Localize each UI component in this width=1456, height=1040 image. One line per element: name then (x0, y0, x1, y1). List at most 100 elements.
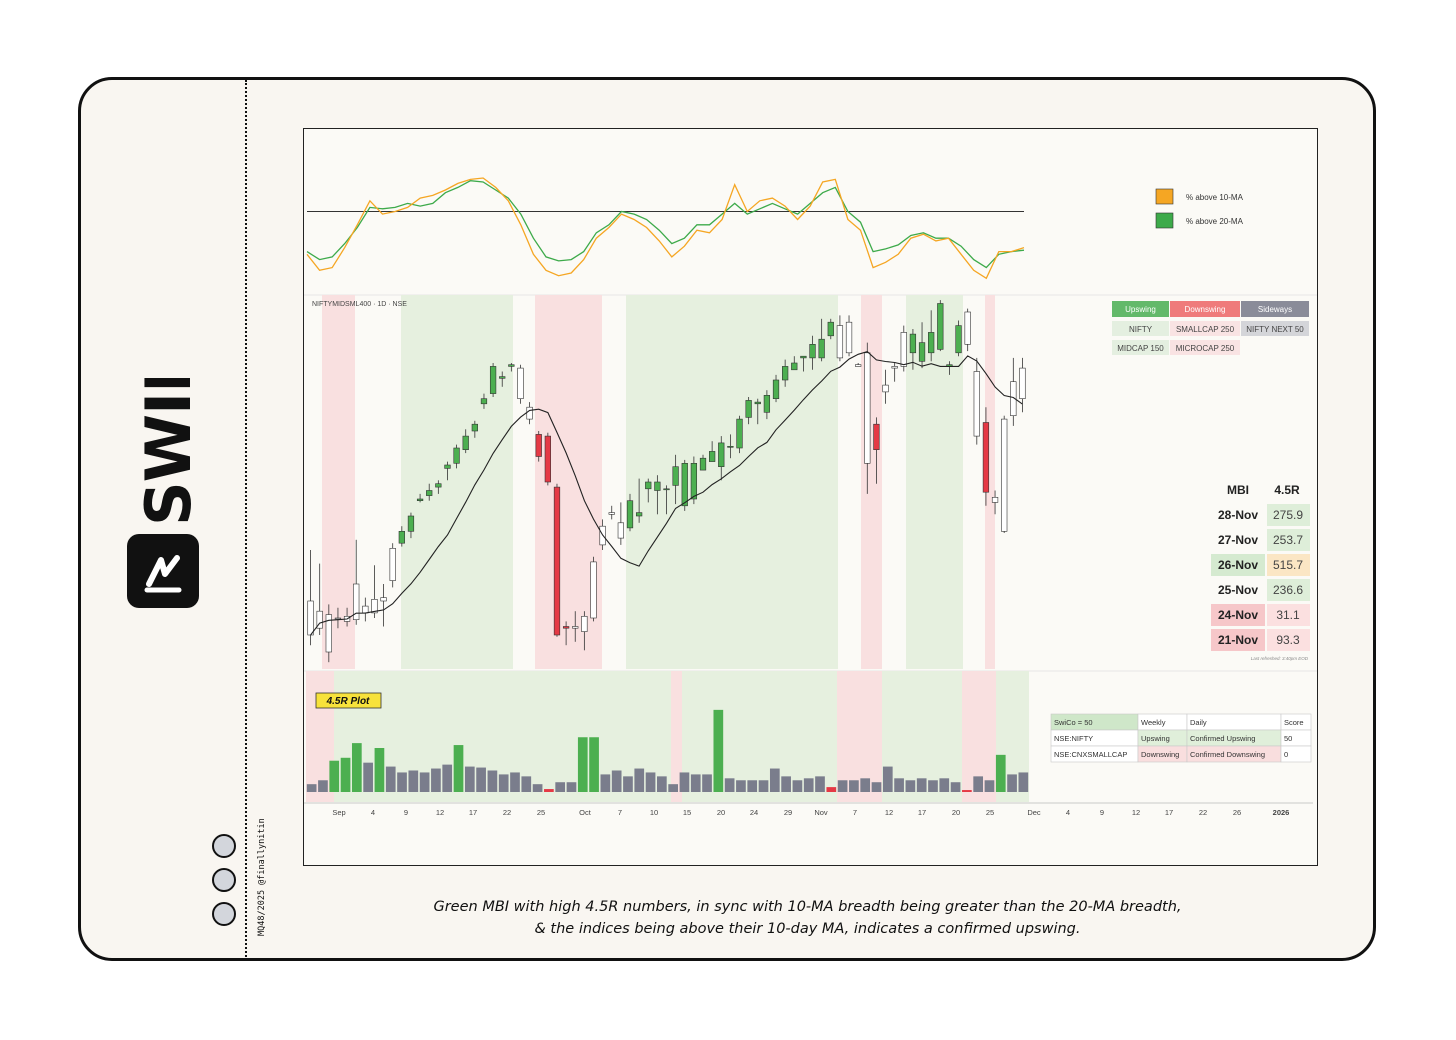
candle-body (426, 490, 433, 496)
r45-bar (521, 776, 532, 792)
mbi-header-date: MBI (1227, 483, 1249, 497)
r45-bar (747, 780, 758, 792)
x-tick-label: Sep (332, 808, 345, 817)
candle-body (672, 466, 679, 486)
r45-bar (837, 780, 848, 792)
r45-bar (849, 780, 859, 792)
plot-band-3 (671, 671, 682, 802)
candle-body (626, 500, 634, 529)
candle-body (928, 332, 935, 354)
mbi-date-cell (1211, 604, 1265, 626)
r45-bar (1018, 772, 1029, 792)
x-tick-label: 22 (503, 808, 511, 817)
candle-body (818, 338, 825, 359)
r45-bar (363, 762, 373, 792)
mbi-value-cell (1267, 504, 1310, 526)
mbi-date: 21-Nov (1218, 633, 1258, 647)
credit-text: MQ48/2025 @finallynitin (257, 818, 267, 936)
swing-header-label-2: Sideways (1258, 305, 1292, 314)
r45-bar (690, 774, 701, 792)
r45-bar (679, 772, 690, 792)
legend-swatch-1 (1155, 212, 1174, 229)
r45-bar (905, 780, 916, 792)
candle-body (718, 442, 725, 467)
candle-body (416, 498, 424, 501)
candle-body (471, 423, 478, 432)
swing-cell (1170, 321, 1240, 336)
r45-bar (950, 782, 961, 792)
r45-bar (882, 766, 893, 792)
swico-cell-label: NSE:CNXSMALLCAP (1054, 750, 1127, 759)
plot-title: 4.5R Plot (326, 696, 370, 707)
r45-bar (566, 782, 577, 792)
candle-body (307, 600, 314, 636)
x-tick-label: 12 (436, 808, 444, 817)
candle-body (380, 597, 387, 602)
r45-bar (645, 772, 656, 792)
r45-bar (984, 780, 995, 792)
swico-cell-label: NSE:NIFTY (1054, 734, 1093, 743)
candle-body (918, 342, 926, 362)
mbi-value-cell (1267, 579, 1310, 601)
candle-body (836, 325, 844, 359)
x-tick-label: 24 (750, 808, 758, 817)
r45-bar (826, 787, 837, 792)
swico-cell-label: Confirmed Upswing (1190, 734, 1255, 743)
r45-bar (555, 782, 566, 792)
mbi-value: 275.9 (1273, 508, 1303, 522)
r45-bar (306, 784, 317, 792)
candle-body (617, 522, 624, 539)
x-tick-label: Dec (1027, 808, 1041, 817)
r45-bar (600, 774, 611, 792)
r45-bar (329, 760, 340, 792)
candle-body (964, 311, 971, 345)
brand-logo-icon (127, 534, 199, 608)
mbi-date: 25-Nov (1218, 583, 1258, 597)
symbol-label: NIFTYMIDSML400 · 1D · NSE (312, 301, 407, 308)
r45-bar (758, 780, 769, 792)
swing-header-2 (1241, 301, 1309, 317)
mbi-value: 253.7 (1273, 533, 1303, 547)
r45-bar (385, 766, 396, 792)
candle-body (864, 352, 871, 464)
candle-body (362, 605, 369, 614)
candle-body (581, 615, 588, 632)
brand-name: SWING (132, 378, 205, 526)
x-tick-label: 2026 (1273, 808, 1290, 817)
mbi-date: 26-Nov (1218, 558, 1258, 572)
r45-bar (464, 766, 475, 792)
r45-bar (340, 757, 351, 792)
candle-body (855, 364, 862, 367)
candle-body (562, 626, 570, 629)
credit-label: MQ48/2025 @finallynitin (257, 818, 267, 936)
r45-bar (374, 748, 385, 792)
x-tick-label: 15 (683, 808, 691, 817)
swing-band-1 (401, 295, 513, 669)
candle-body (891, 366, 898, 369)
mbi-footnote: Last refreshed: 3:40pm EOD (1251, 656, 1309, 661)
mbi-value: 515.7 (1273, 558, 1303, 572)
candle-body (754, 401, 761, 405)
r45-bar (510, 772, 520, 792)
candle-body (635, 512, 643, 517)
r45-bar (815, 776, 825, 792)
candle-body (809, 344, 816, 359)
candle-body (745, 400, 752, 418)
caption: Green MBI with high 4.5R numbers, in syn… (330, 896, 1285, 940)
dot-button-1 (212, 834, 236, 858)
r45-bar (544, 789, 554, 792)
swing-cell-label: MICROCAP 250 (1176, 344, 1235, 353)
r45-bar (634, 768, 645, 792)
ma10-line (310, 350, 1023, 636)
swing-band-5 (906, 295, 963, 669)
candle-body (398, 530, 405, 544)
swico-cell-label: Downswing (1141, 750, 1179, 759)
candle-body (608, 512, 615, 515)
x-tick-label: Nov (814, 808, 828, 817)
r45-bar (431, 768, 441, 792)
mbi-date: 27-Nov (1218, 533, 1258, 547)
r45-bar (589, 737, 599, 792)
candle-body (690, 462, 698, 500)
x-tick-label: 20 (952, 808, 960, 817)
swing-cell (1112, 321, 1169, 336)
